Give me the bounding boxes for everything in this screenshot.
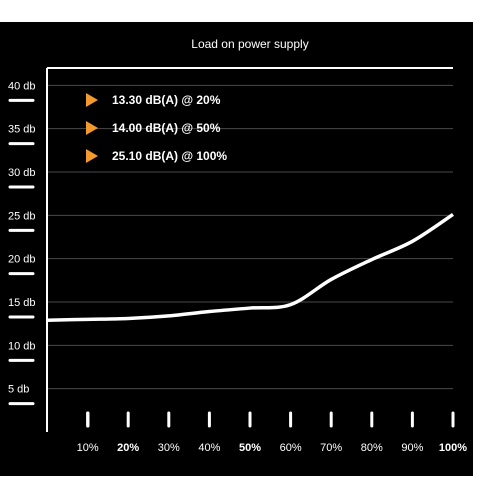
annotation-label: 13.30 dB(A) @ 20% <box>112 93 221 107</box>
x-tick-label: 80% <box>361 442 383 454</box>
y-tick-label: 10 db <box>8 340 36 352</box>
x-tick-label: 10% <box>77 442 99 454</box>
chart-background <box>0 22 473 476</box>
annotation-label: 25.10 dB(A) @ 100% <box>112 149 227 163</box>
x-tick-label: 100% <box>439 442 467 454</box>
x-tick-label: 30% <box>158 442 180 454</box>
x-tick-label: 90% <box>401 442 423 454</box>
chart-title: Load on power supply <box>191 37 308 51</box>
x-tick-label: 60% <box>280 442 302 454</box>
x-tick-label: 70% <box>320 442 342 454</box>
x-tick-label: 50% <box>239 442 261 454</box>
y-tick-label: 15 db <box>8 297 36 309</box>
axes <box>46 67 453 432</box>
y-tick-label: 30 db <box>8 167 36 179</box>
annotation-marker-icon <box>86 149 98 163</box>
annotation-marker-icon <box>86 93 98 107</box>
x-tick-label: 20% <box>117 442 139 454</box>
annotation-marker-icon <box>86 121 98 135</box>
y-tick-label: 20 db <box>8 254 36 266</box>
annotation-label: 14.00 dB(A) @ 50% <box>112 121 221 135</box>
y-tick-label: 40 db <box>8 80 36 92</box>
x-ticks: 10% 20% 30% 40% 50% 60% 70% 80% 90% 100% <box>77 411 467 454</box>
y-ticks: 5 db 10 db 15 db 20 db 25 db 30 db 35 db 40 db <box>8 80 36 406</box>
grid-lines <box>47 84 453 390</box>
y-tick-label: 5 db <box>8 384 29 396</box>
y-tick-label: 35 db <box>8 124 36 136</box>
annotations: 13.30 dB(A) @ 20% 14.00 dB(A) @ 50% 25.10 … <box>86 93 227 163</box>
x-tick-label: 40% <box>198 442 220 454</box>
y-tick-label: 25 db <box>8 210 36 222</box>
series <box>46 213 454 322</box>
